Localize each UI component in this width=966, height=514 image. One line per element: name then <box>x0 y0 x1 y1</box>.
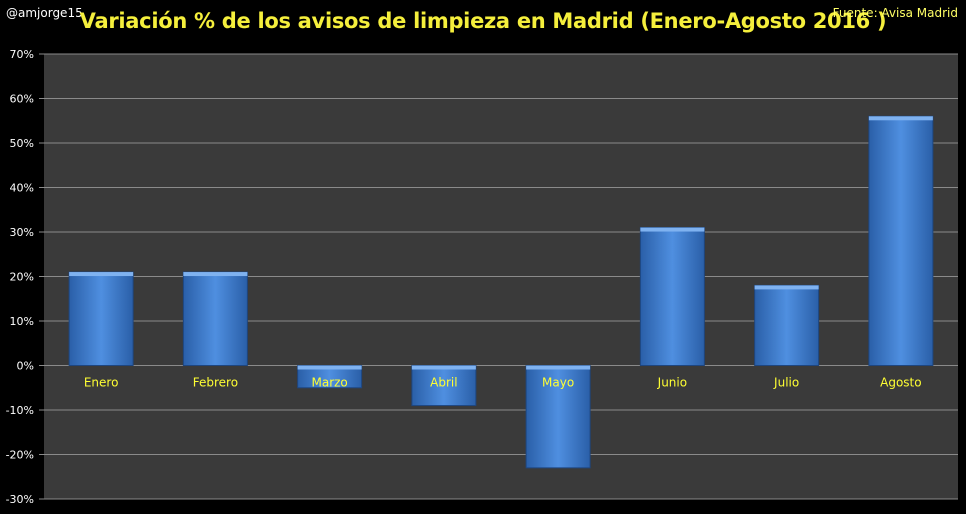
y-tick-label: -30% <box>6 493 34 506</box>
y-tick-label: 30% <box>10 226 34 239</box>
category-label: Marzo <box>311 376 347 390</box>
bar-highlight <box>183 272 248 277</box>
y-tick-label: -10% <box>6 404 34 417</box>
bar-enero <box>68 271 134 366</box>
y-tick-label: 0% <box>17 360 34 373</box>
bar-highlight <box>868 116 933 121</box>
bar-highlight <box>69 272 134 277</box>
category-labels: Enero Febrero Marzo Abril Mayo Junio Julio Agos… <box>84 376 922 390</box>
y-tick-label: 70% <box>10 48 34 61</box>
category-label: Agosto <box>880 376 921 390</box>
category-label: Enero <box>84 376 119 390</box>
bar-junio <box>639 227 705 366</box>
chart-title: Variación % de los avisos de limpieza en… <box>79 9 887 33</box>
y-tick-label: 20% <box>10 271 34 284</box>
bar-highlight <box>526 365 591 370</box>
source-label: Fuente: Avisa Madrid <box>832 6 958 20</box>
bar-julio <box>754 284 820 366</box>
bar-highlight <box>411 365 476 370</box>
author-handle: @amjorge15 <box>6 6 83 20</box>
bar-highlight <box>754 285 819 290</box>
category-label: Junio <box>657 376 687 390</box>
bar-mayo <box>525 365 591 469</box>
bar-highlight <box>297 365 362 370</box>
category-label: Febrero <box>193 376 238 390</box>
y-tick-label: 10% <box>10 315 34 328</box>
y-tick-label: -20% <box>6 449 34 462</box>
y-axis-ticks: -30% -20% -10% 0% 10% 20% 30% 40% 50% 60% 70% <box>6 48 44 506</box>
y-tick-label: 40% <box>10 182 34 195</box>
bars <box>68 115 934 469</box>
y-tick-label: 50% <box>10 137 34 150</box>
y-tick-label: 60% <box>10 93 34 106</box>
category-label: Mayo <box>542 376 574 390</box>
category-label: Abril <box>430 376 457 390</box>
category-label: Julio <box>773 376 799 390</box>
bar-abril <box>411 365 477 407</box>
bar-highlight <box>640 227 705 232</box>
bar-agosto <box>868 115 934 366</box>
bar-febrero <box>182 271 248 366</box>
